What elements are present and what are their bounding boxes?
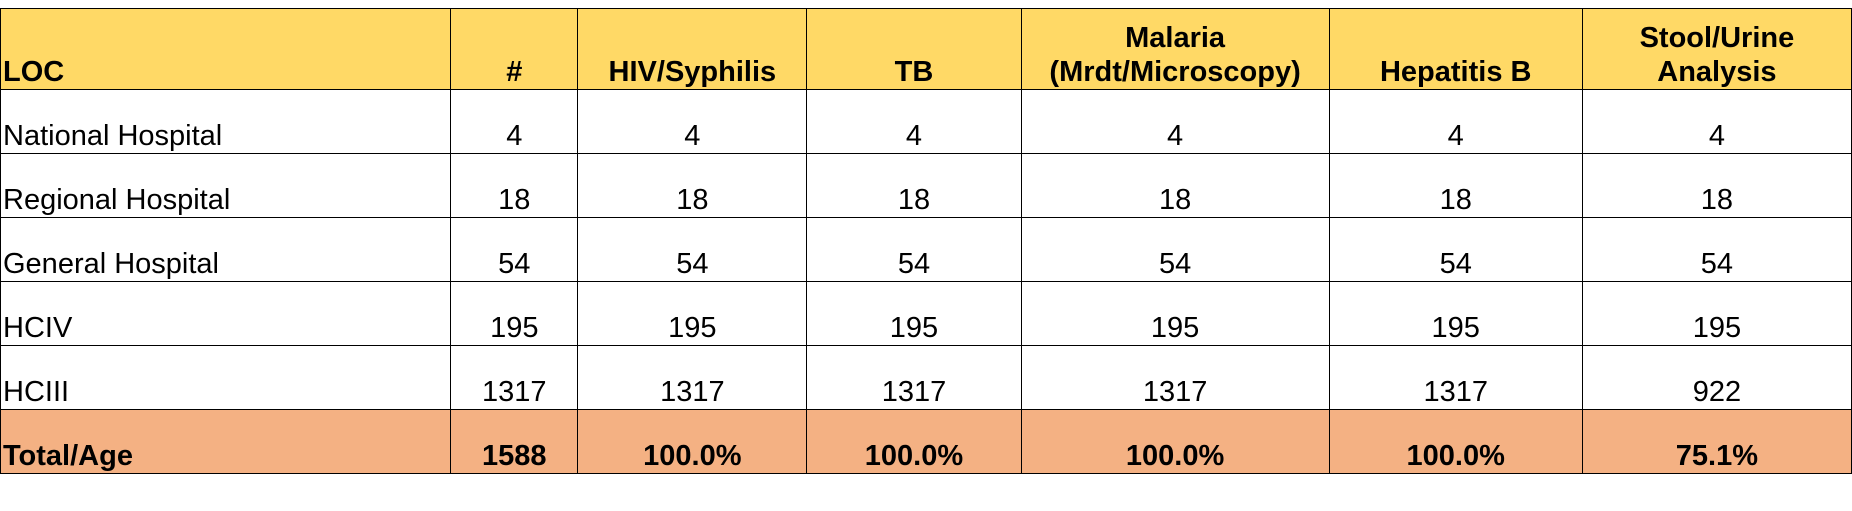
table-cell: 54 <box>1020 217 1330 282</box>
total-cell: 75.1% <box>1581 409 1852 474</box>
total-row: Total/Age 1588 100.0% 100.0% 100.0% 100.… <box>0 409 1852 474</box>
table-cell: 1317 <box>577 345 808 410</box>
table-cell: 54 <box>1581 217 1852 282</box>
table-row: HCIII 1317 1317 1317 1317 1317 922 <box>0 345 1852 410</box>
total-cell: 100.0% <box>806 409 1022 474</box>
table-cell: 18 <box>1328 153 1583 218</box>
table-cell-loc: HCIII <box>0 345 452 410</box>
table-cell: 195 <box>450 281 579 346</box>
table-cell: 195 <box>1020 281 1330 346</box>
table-cell: 922 <box>1581 345 1852 410</box>
header-cell-hiv-syphilis: HIV/Syphilis <box>577 8 808 90</box>
table-row: Regional Hospital 18 18 18 18 18 18 <box>0 153 1852 218</box>
table-cell: 18 <box>1581 153 1852 218</box>
table-cell: 4 <box>1020 89 1330 154</box>
table-cell: 1317 <box>1328 345 1583 410</box>
table-cell: 54 <box>450 217 579 282</box>
total-cell: 100.0% <box>577 409 808 474</box>
table-cell: 4 <box>1328 89 1583 154</box>
table-cell: 54 <box>806 217 1022 282</box>
table-cell-loc: Regional Hospital <box>0 153 452 218</box>
total-cell: 100.0% <box>1328 409 1583 474</box>
table-cell: 18 <box>1020 153 1330 218</box>
header-cell-malaria: Malaria (Mrdt/Microscopy) <box>1020 8 1330 90</box>
table-cell-loc: General Hospital <box>0 217 452 282</box>
table-cell: 18 <box>577 153 808 218</box>
table-cell: 54 <box>1328 217 1583 282</box>
table-cell: 1317 <box>1020 345 1330 410</box>
table-cell: 1317 <box>806 345 1022 410</box>
table-cell: 18 <box>806 153 1022 218</box>
table-cell: 4 <box>806 89 1022 154</box>
table-cell: 4 <box>1581 89 1852 154</box>
table-row: National Hospital 4 4 4 4 4 4 <box>0 89 1852 154</box>
table-cell: 195 <box>577 281 808 346</box>
table-cell: 195 <box>806 281 1022 346</box>
header-cell-stool-urine: Stool/Urine Analysis <box>1581 8 1852 90</box>
table-row: General Hospital 54 54 54 54 54 54 <box>0 217 1852 282</box>
lab-services-table: LOC # HIV/Syphilis TB Malaria (Mrdt/Micro… <box>0 8 1852 474</box>
header-row: LOC # HIV/Syphilis TB Malaria (Mrdt/Micro… <box>0 8 1852 90</box>
table-cell: 4 <box>577 89 808 154</box>
header-cell-tb: TB <box>806 8 1022 90</box>
table-cell: 4 <box>450 89 579 154</box>
total-cell: 100.0% <box>1020 409 1330 474</box>
table-cell: 1317 <box>450 345 579 410</box>
header-cell-count: # <box>450 8 579 90</box>
total-cell-label: Total/Age <box>0 409 452 474</box>
table-cell-loc: National Hospital <box>0 89 452 154</box>
table-cell: 195 <box>1581 281 1852 346</box>
header-cell-hepatitis-b: Hepatitis B <box>1328 8 1583 90</box>
table-cell: 195 <box>1328 281 1583 346</box>
header-cell-loc: LOC <box>0 8 452 90</box>
table-cell: 54 <box>577 217 808 282</box>
table-cell-loc: HCIV <box>0 281 452 346</box>
table-cell: 18 <box>450 153 579 218</box>
total-cell: 1588 <box>450 409 579 474</box>
table-row: HCIV 195 195 195 195 195 195 <box>0 281 1852 346</box>
